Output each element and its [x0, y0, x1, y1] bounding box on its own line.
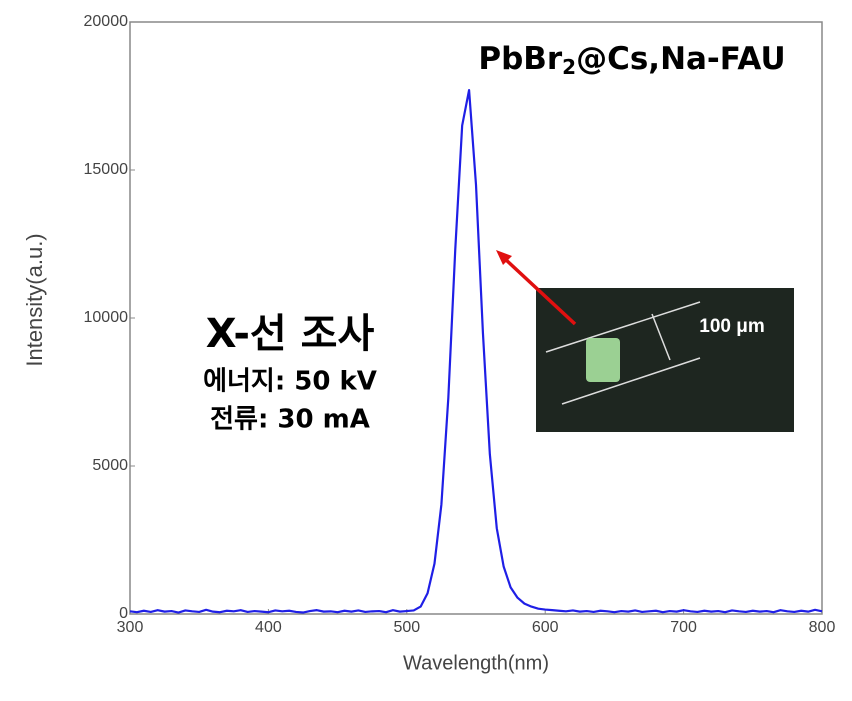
y-tick-label: 0	[119, 605, 128, 622]
spectrum-line	[129, 88, 823, 614]
x-tick-label: 800	[809, 619, 836, 636]
y-tick-label: 5000	[92, 457, 128, 474]
x-tick-label: 500	[393, 619, 420, 636]
sample-label-part: @Cs,Na-FAU	[576, 41, 786, 77]
arrow-head	[496, 250, 512, 265]
sample-label-sub: 2	[562, 55, 576, 79]
y-tick-label: 15000	[84, 161, 129, 178]
inset-label: 100 μm	[699, 316, 765, 337]
x-tick-label: 700	[670, 619, 697, 636]
annotation: 에너지: 50 kV	[203, 367, 377, 397]
x-tick-label: 600	[532, 619, 559, 636]
x-axis-label: Wavelength(nm)	[403, 652, 549, 674]
arrow	[502, 256, 577, 326]
x-tick-label: 300	[117, 619, 144, 636]
annotation: 전류: 30 mA	[210, 405, 370, 435]
inset-line	[545, 301, 701, 353]
sample-label: PbBr2@Cs,Na-FAU	[478, 41, 785, 79]
annotation: X-선 조사	[206, 311, 375, 357]
sample-label-part: PbBr	[478, 41, 563, 77]
inset-background	[536, 288, 794, 432]
inset-line	[561, 357, 701, 405]
y-axis-label: Intensity(a.u.)	[22, 233, 47, 366]
inset-scale	[651, 313, 671, 361]
y-tick-label: 10000	[84, 309, 129, 326]
y-tick-label: 20000	[84, 13, 129, 30]
inset-image: 100 μm	[536, 288, 794, 432]
inset-crystal	[586, 338, 620, 382]
x-tick-label: 400	[255, 619, 282, 636]
